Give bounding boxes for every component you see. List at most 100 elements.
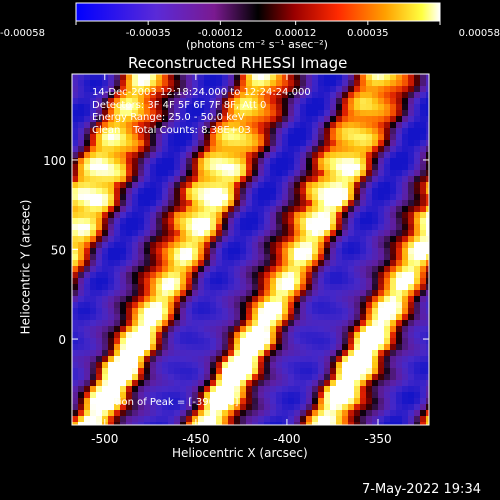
heatmap-cell xyxy=(396,368,403,375)
heatmap-cell xyxy=(354,218,361,225)
heatmap-cell xyxy=(132,368,139,375)
heatmap-cell xyxy=(240,332,247,339)
heatmap-cell xyxy=(300,260,307,267)
heatmap-cell xyxy=(420,320,427,327)
heatmap-cell xyxy=(420,74,427,81)
heatmap-cell xyxy=(402,236,409,243)
heatmap-cell xyxy=(210,314,217,321)
heatmap-cell xyxy=(90,74,97,81)
heatmap-cell xyxy=(90,320,97,327)
heatmap-cell xyxy=(426,404,429,411)
heatmap-cell xyxy=(396,386,403,393)
heatmap-cell xyxy=(192,80,199,87)
heatmap-cell xyxy=(90,332,97,339)
heatmap-cell xyxy=(168,290,175,297)
heatmap-cell xyxy=(222,344,229,351)
heatmap-cell xyxy=(276,242,283,249)
heatmap-cell xyxy=(222,284,229,291)
heatmap-cell xyxy=(114,410,121,417)
heatmap-cell xyxy=(150,416,157,423)
heatmap-cell xyxy=(132,170,139,177)
heatmap-cell xyxy=(396,158,403,165)
heatmap-cell xyxy=(408,386,415,393)
heatmap-cell xyxy=(162,284,169,291)
heatmap-cell xyxy=(270,398,277,405)
heatmap-cell xyxy=(174,422,181,425)
heatmap-cell xyxy=(84,386,91,393)
heatmap-cell xyxy=(330,320,337,327)
heatmap-cell xyxy=(186,254,193,261)
heatmap-cell xyxy=(270,350,277,357)
heatmap-cell xyxy=(192,182,199,189)
heatmap-cell xyxy=(186,116,193,123)
heatmap-cell xyxy=(234,218,241,225)
heatmap-cell xyxy=(132,386,139,393)
heatmap-cell xyxy=(366,188,373,195)
heatmap-cell xyxy=(270,176,277,183)
heatmap-cell xyxy=(246,140,253,147)
heatmap-cell xyxy=(378,200,385,207)
heatmap-cell xyxy=(342,410,349,417)
heatmap-cell xyxy=(288,230,295,237)
heatmap-cell xyxy=(168,386,175,393)
heatmap-cell xyxy=(402,110,409,117)
heatmap-cell xyxy=(78,128,85,135)
heatmap-cell xyxy=(210,404,217,411)
heatmap-cell xyxy=(396,182,403,189)
heatmap-cell xyxy=(222,224,229,231)
heatmap-cell xyxy=(234,374,241,381)
heatmap-cell xyxy=(108,302,115,309)
heatmap-cell xyxy=(228,296,235,303)
heatmap-cell xyxy=(270,212,277,219)
heatmap-cell xyxy=(150,236,157,243)
heatmap-cell xyxy=(114,248,121,255)
heatmap-cell xyxy=(288,344,295,351)
heatmap-cell xyxy=(252,116,259,123)
heatmap-cell xyxy=(210,188,217,195)
heatmap-cell xyxy=(402,152,409,159)
heatmap-cell xyxy=(420,110,427,117)
heatmap-cell xyxy=(276,320,283,327)
heatmap-cell xyxy=(288,92,295,99)
heatmap-cell xyxy=(342,122,349,129)
heatmap-cell xyxy=(300,416,307,423)
heatmap-cell xyxy=(198,392,205,399)
heatmap-cell xyxy=(426,164,429,171)
heatmap-cell xyxy=(354,350,361,357)
heatmap-cell xyxy=(186,212,193,219)
heatmap-cell xyxy=(390,422,397,425)
heatmap-cell xyxy=(144,224,151,231)
heatmap-cell xyxy=(372,416,379,423)
heatmap-cell xyxy=(360,356,367,363)
heatmap-cell xyxy=(84,416,91,423)
heatmap-cell xyxy=(366,170,373,177)
heatmap-cell xyxy=(372,392,379,399)
heatmap-cell xyxy=(204,338,211,345)
heatmap-cell xyxy=(426,290,429,297)
heatmap-cell xyxy=(162,200,169,207)
heatmap-cell xyxy=(114,296,121,303)
heatmap-cell xyxy=(210,152,217,159)
heatmap-cell xyxy=(396,206,403,213)
heatmap-cell xyxy=(420,116,427,123)
heatmap-cell xyxy=(258,356,265,363)
heatmap-cell xyxy=(378,416,385,423)
heatmap-cell xyxy=(102,290,109,297)
heatmap-cell xyxy=(372,308,379,315)
heatmap-cell xyxy=(216,212,223,219)
heatmap-cell xyxy=(312,242,319,249)
heatmap-cell xyxy=(204,206,211,213)
heatmap-cell xyxy=(324,302,331,309)
heatmap-cell xyxy=(288,200,295,207)
heatmap-cell xyxy=(402,386,409,393)
heatmap-cell xyxy=(150,104,157,111)
heatmap-cell xyxy=(222,248,229,255)
heatmap-cell xyxy=(138,230,145,237)
heatmap-cell xyxy=(204,344,211,351)
heatmap-cell xyxy=(330,110,337,117)
heatmap-cell xyxy=(126,338,133,345)
heatmap-cell xyxy=(402,266,409,273)
heatmap-cell xyxy=(144,296,151,303)
heatmap-cell xyxy=(414,200,421,207)
heatmap-cell xyxy=(396,380,403,387)
